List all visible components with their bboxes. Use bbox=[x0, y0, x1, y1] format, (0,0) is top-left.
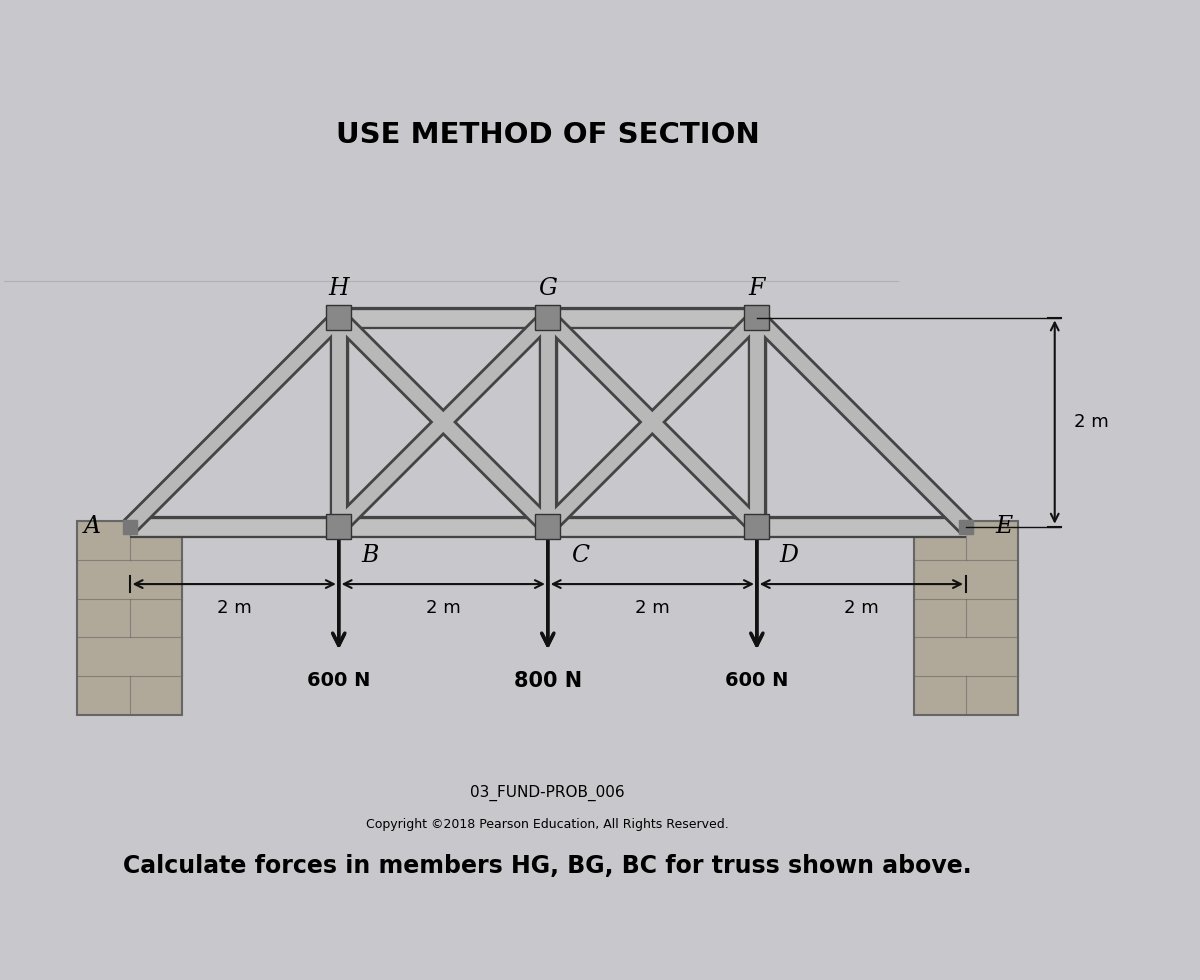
Bar bbox=[535, 514, 560, 539]
Bar bbox=[535, 305, 560, 330]
Text: Copyright ©2018 Pearson Education, All Rights Reserved.: Copyright ©2018 Pearson Education, All R… bbox=[366, 818, 730, 831]
Text: 03_FUND-PROB_006: 03_FUND-PROB_006 bbox=[470, 785, 625, 802]
Bar bbox=[744, 514, 769, 539]
Text: B: B bbox=[361, 544, 379, 567]
Text: 800 N: 800 N bbox=[514, 671, 582, 691]
Text: 600 N: 600 N bbox=[307, 671, 371, 690]
Text: 2 m: 2 m bbox=[844, 599, 878, 616]
Text: H: H bbox=[329, 276, 349, 300]
Bar bbox=[326, 514, 352, 539]
Bar bbox=[78, 521, 182, 714]
Text: D: D bbox=[780, 544, 799, 567]
Text: USE METHOD OF SECTION: USE METHOD OF SECTION bbox=[336, 121, 760, 149]
Text: 600 N: 600 N bbox=[725, 671, 788, 690]
Text: A: A bbox=[84, 515, 101, 538]
Text: G: G bbox=[539, 276, 557, 300]
Bar bbox=[913, 521, 1018, 714]
Text: 2 m: 2 m bbox=[217, 599, 252, 616]
Text: 2 m: 2 m bbox=[1074, 413, 1109, 431]
Bar bbox=[744, 305, 769, 330]
Text: 2 m: 2 m bbox=[426, 599, 461, 616]
Text: F: F bbox=[749, 276, 766, 300]
Text: E: E bbox=[995, 515, 1013, 538]
Bar bbox=[326, 305, 352, 330]
Text: C: C bbox=[571, 544, 589, 567]
Text: Calculate forces in members HG, BG, BC for truss shown above.: Calculate forces in members HG, BG, BC f… bbox=[124, 855, 972, 878]
Text: 2 m: 2 m bbox=[635, 599, 670, 616]
